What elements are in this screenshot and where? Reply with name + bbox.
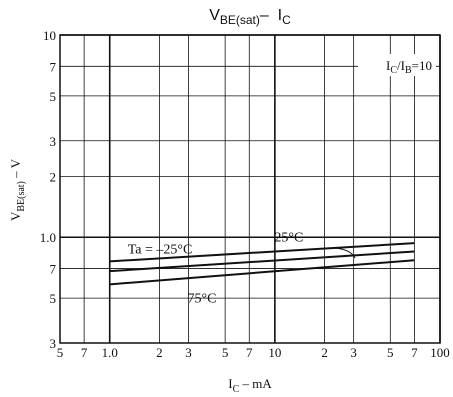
x-tick-label: 2 bbox=[156, 345, 163, 360]
y-tick-label: 3 bbox=[50, 134, 57, 149]
y-tick-label: 10 bbox=[43, 28, 56, 43]
x-tick-label: 5 bbox=[57, 345, 64, 360]
annotation-part: /I bbox=[397, 58, 405, 73]
y-tick-label: 7 bbox=[50, 59, 57, 74]
label-sub: C bbox=[233, 384, 240, 395]
x-axis-label: IC – mA bbox=[228, 376, 272, 395]
annotation: IC/IB=10 bbox=[386, 58, 432, 76]
annotation-part: I bbox=[386, 58, 390, 73]
label-part: I bbox=[228, 376, 232, 391]
x-tick-label: 10 bbox=[268, 345, 281, 360]
x-tick-label: 100 bbox=[430, 345, 450, 360]
y-tick-label: 5 bbox=[50, 89, 57, 104]
label-part: – V bbox=[8, 158, 23, 181]
label-part: V bbox=[8, 211, 23, 221]
annotation-part: =10 bbox=[412, 58, 432, 73]
series-label: 75°C bbox=[187, 291, 216, 306]
series-label: 25°C bbox=[274, 231, 303, 246]
title-part: – I bbox=[260, 7, 282, 24]
label-sub: BE(sat) bbox=[16, 181, 27, 212]
chart-title: VBE(sat)– IC bbox=[209, 7, 291, 27]
y-tick-label: 1.0 bbox=[40, 230, 56, 245]
y-tick-label: 7 bbox=[50, 262, 57, 277]
title-sub: C bbox=[282, 13, 291, 27]
x-tick-label: 5 bbox=[222, 345, 229, 360]
plot-frame bbox=[59, 34, 441, 344]
x-tick-label: 5 bbox=[387, 345, 394, 360]
x-tick-label: 7 bbox=[246, 345, 253, 360]
y-tick-label: 3 bbox=[50, 336, 57, 351]
y-tick-label: 5 bbox=[50, 291, 57, 306]
x-tick-label: 3 bbox=[350, 345, 357, 360]
title-part: V bbox=[209, 7, 220, 24]
x-tick-label: 2 bbox=[321, 345, 328, 360]
x-tick-label: 7 bbox=[81, 345, 88, 360]
annotation-sub: C bbox=[390, 65, 397, 76]
series-label: Ta = –25°C bbox=[128, 242, 193, 257]
x-tick-label: 7 bbox=[411, 345, 418, 360]
y-tick-label: 2 bbox=[50, 169, 57, 184]
data-line bbox=[109, 250, 415, 273]
title-sub: BE(sat) bbox=[220, 13, 260, 27]
label-arrow bbox=[329, 247, 356, 259]
data-line bbox=[109, 259, 415, 286]
data-line bbox=[109, 242, 415, 263]
annotation-bg bbox=[358, 54, 436, 76]
x-tick-label: 1.0 bbox=[102, 345, 118, 360]
y-axis-label: VBE(sat) – V bbox=[8, 158, 27, 221]
x-tick-label: 3 bbox=[185, 345, 192, 360]
annotation-sub: B bbox=[405, 65, 412, 76]
label-part: – mA bbox=[239, 376, 272, 391]
